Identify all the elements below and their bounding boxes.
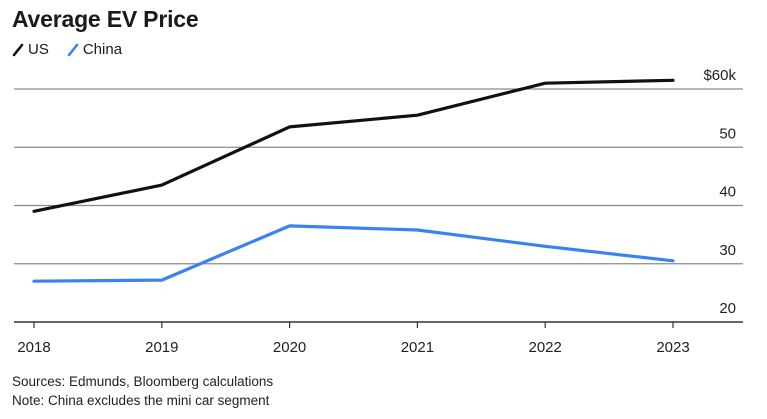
chart-footer: Sources: Edmunds, Bloomberg calculations… <box>12 372 273 410</box>
footer-note: Note: China excludes the mini car segmen… <box>12 393 270 408</box>
footer-sources: Sources: Edmunds, Bloomberg calculations <box>12 374 274 389</box>
y-tick-label: 50 <box>719 125 736 142</box>
legend-label-us: US <box>28 41 49 58</box>
x-tick-label: 2019 <box>145 339 178 356</box>
y-tick-label: $60k <box>703 67 736 84</box>
legend-item-china: China <box>67 41 122 58</box>
x-tick-label: 2018 <box>17 339 50 356</box>
legend-swatch-us <box>12 43 24 56</box>
series-line-china <box>32 224 675 283</box>
legend-item-us: US <box>12 41 49 58</box>
chart-title: Average EV Price <box>12 6 199 32</box>
y-tick-label: 30 <box>719 242 736 259</box>
legend-swatch-china <box>67 43 79 56</box>
chart-legend: US China <box>12 41 122 58</box>
x-tick-label: 2022 <box>529 339 562 356</box>
x-tick-label: 2021 <box>401 339 434 356</box>
series-line-us <box>32 78 675 213</box>
y-tick-label: 40 <box>719 184 736 201</box>
x-tick-label: 2023 <box>656 339 689 356</box>
legend-label-china: China <box>82 41 123 58</box>
x-tick-label: 2020 <box>273 339 306 356</box>
y-tick-label: 20 <box>719 300 736 317</box>
